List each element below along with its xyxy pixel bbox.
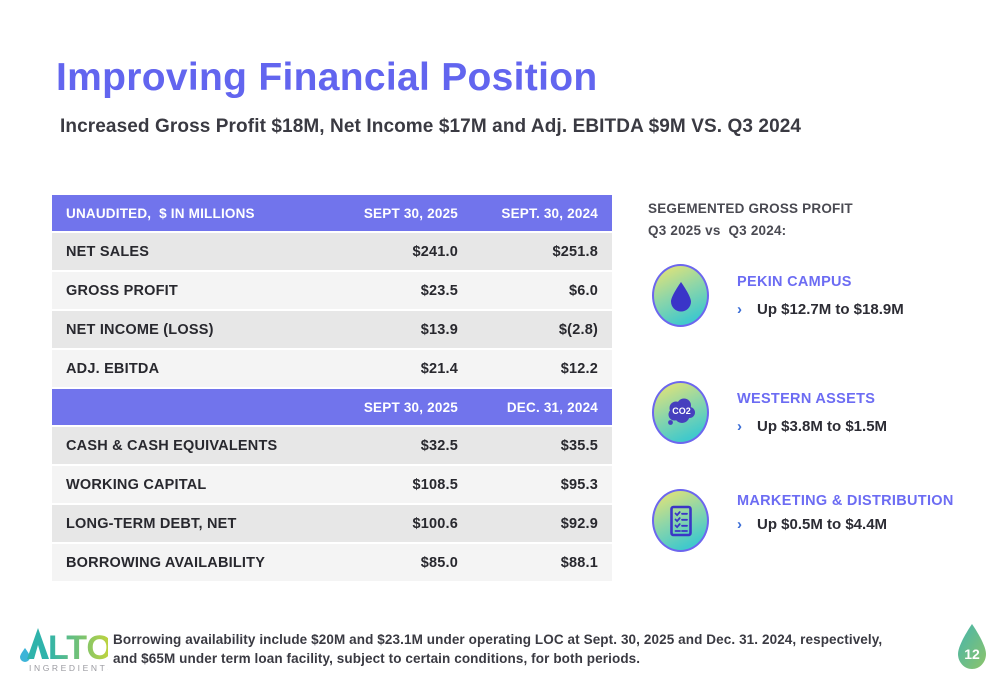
table-header-col1: SEPT 30, 2025 [363,399,458,415]
page-subtitle: Increased Gross Profit $18M, Net Income … [60,116,802,137]
row-label: NET INCOME (LOSS) [66,321,214,338]
row-value-2: $251.8 [552,243,598,260]
table-row: WORKING CAPITAL $108.5 $95.3 [52,466,612,503]
row-value-1: $108.5 [412,476,458,493]
row-value-1: $100.6 [412,515,458,532]
segment-item-marketing-distribution: MARKETING & DISTRIBUTION › Up $0.5M to $… [652,489,954,552]
segment-item-pekin-campus: PEKIN CAMPUS › Up $12.7M to $18.9M [652,264,904,327]
segment-value-row: › Up $3.8M to $1.5M [737,418,887,435]
row-value-1: $32.5 [420,437,458,454]
row-value-2: $(2.8) [558,321,598,338]
row-label: CASH & CASH EQUIVALENTS [66,437,278,454]
chevron-right-icon: › [737,301,742,318]
footnote-line1: Borrowing availability include $20M and … [113,632,883,647]
row-value-2: $88.1 [560,554,598,571]
table-row: NET SALES $241.0 $251.8 [52,233,612,270]
row-value-1: $241.0 [412,243,458,260]
row-label: GROSS PROFIT [66,282,178,299]
segment-item-western-assets: CO2 WESTERN ASSETS › Up $3.8M to $1.5M [652,381,887,444]
segments-heading-line2: Q3 2025 vs Q3 2024: [648,223,787,239]
row-value-1: $13.9 [420,321,458,338]
table-row: GROSS PROFIT $23.5 $6.0 [52,272,612,309]
row-value-2: $92.9 [560,515,598,532]
row-label: BORROWING AVAILABILITY [66,554,266,571]
drop-shape-icon [958,624,986,669]
page-number-badge: 12 [953,621,991,678]
table-row: ADJ. EBITDA $21.4 $12.2 [52,350,612,387]
table-header-row-2: SEPT 30, 2025 DEC. 31, 2024 [52,389,612,425]
table-header-col2: DEC. 31, 2024 [506,399,598,415]
segment-label: PEKIN CAMPUS [737,274,852,290]
row-label: NET SALES [66,243,150,260]
table-header-col1: SEPT 30, 2025 [363,205,458,221]
table-row: LONG-TERM DEBT, NET $100.6 $92.9 [52,505,612,542]
row-label: ADJ. EBITDA [66,360,160,377]
co2-cloud-icon: CO2 [652,381,709,444]
footnote: Borrowing availability include $20M and … [113,631,882,668]
segment-value-row: › Up $12.7M to $18.9M [737,301,904,318]
table-header-row: UNAUDITED, $ IN MILLIONS SEPT 30, 2025 S… [52,195,612,231]
segmented-gross-profit-panel: SEGEMENTED GROSS PROFIT Q3 2025 vs Q3 20… [648,198,992,552]
row-label: LONG-TERM DEBT, NET [66,515,237,532]
segments-heading: SEGEMENTED GROSS PROFIT Q3 2025 vs Q3 20… [648,198,992,243]
segment-value: Up $0.5M to $4.4M [757,516,888,533]
row-value-2: $95.3 [560,476,598,493]
segment-label: WESTERN ASSETS [737,391,876,407]
segment-value: Up $12.7M to $18.9M [757,301,904,318]
row-value-2: $6.0 [568,282,598,299]
row-label: WORKING CAPITAL [66,476,207,493]
svg-text:CO2: CO2 [672,406,691,416]
page-title: Improving Financial Position [56,56,598,99]
segment-label: MARKETING & DISTRIBUTION [737,493,954,509]
alto-ingredients-logo: LTO INGREDIENTS [16,621,113,680]
segment-value-row: › Up $0.5M to $4.4M [737,516,954,533]
row-value-2: $12.2 [560,360,598,377]
table-header-col2: SEPT. 30, 2024 [501,205,598,221]
table-row: BORROWING AVAILABILITY $85.0 $88.1 [52,544,612,581]
row-value-1: $21.4 [420,360,458,377]
water-drop-icon [652,264,709,327]
table-row: CASH & CASH EQUIVALENTS $32.5 $35.5 [52,427,612,464]
row-value-1: $23.5 [420,282,458,299]
chevron-right-icon: › [737,418,742,435]
table-row: NET INCOME (LOSS) $13.9 $(2.8) [52,311,612,348]
logo-text: LTO [48,629,108,667]
table-header-label: UNAUDITED, $ IN MILLIONS [66,205,255,221]
financial-table: UNAUDITED, $ IN MILLIONS SEPT 30, 2025 S… [52,195,612,583]
segment-value: Up $3.8M to $1.5M [757,418,888,435]
checklist-icon [652,489,709,552]
page-number: 12 [964,646,980,662]
row-value-2: $35.5 [560,437,598,454]
logo-subtext: INGREDIENTS [29,663,108,673]
segments-heading-line1: SEGEMENTED GROSS PROFIT [648,201,853,216]
row-value-1: $85.0 [420,554,458,571]
footnote-line2: and $65M under term loan facility, subje… [113,650,641,666]
chevron-right-icon: › [737,516,742,533]
